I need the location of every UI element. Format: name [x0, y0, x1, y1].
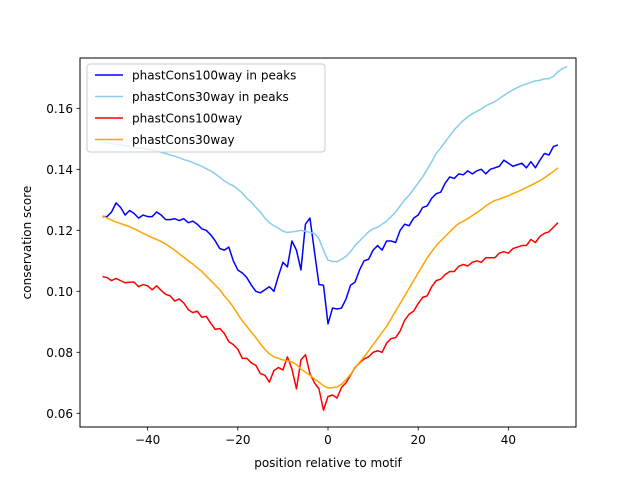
- series-line-1: [102, 144, 559, 325]
- x-tick-label: −40: [135, 433, 160, 447]
- legend-entry: phastCons30way in peaks: [132, 90, 289, 104]
- y-axis-label: conservation score: [20, 186, 34, 300]
- x-axis-label: position relative to motif: [254, 456, 402, 470]
- x-tick-label: −20: [225, 433, 250, 447]
- series-line-3: [102, 222, 559, 411]
- legend: phastCons100way in peaks phastCons30way i…: [86, 63, 326, 153]
- series-line-4: [102, 167, 559, 389]
- x-tick-label: 40: [501, 433, 516, 447]
- x-axis-ticks: −40 −20 0 20 40: [135, 427, 516, 447]
- legend-entry: phastCons100way: [132, 112, 242, 126]
- legend-box: [86, 63, 326, 153]
- y-tick-label: 0.14: [46, 163, 73, 177]
- y-tick-label: 0.06: [46, 407, 73, 421]
- y-tick-label: 0.10: [46, 285, 73, 299]
- x-tick-label: 20: [411, 433, 426, 447]
- y-axis-ticks: 0.06 0.08 0.10 0.12 0.14 0.16: [46, 102, 80, 421]
- x-tick-label: 0: [324, 433, 332, 447]
- series-line-2: [102, 65, 568, 263]
- legend-entry: phastCons100way in peaks: [132, 69, 296, 83]
- y-tick-label: 0.16: [46, 102, 73, 116]
- y-tick-label: 0.12: [46, 224, 73, 238]
- y-tick-label: 0.08: [46, 346, 73, 360]
- plot-lines: [102, 65, 568, 411]
- legend-entry: phastCons30way: [132, 133, 235, 147]
